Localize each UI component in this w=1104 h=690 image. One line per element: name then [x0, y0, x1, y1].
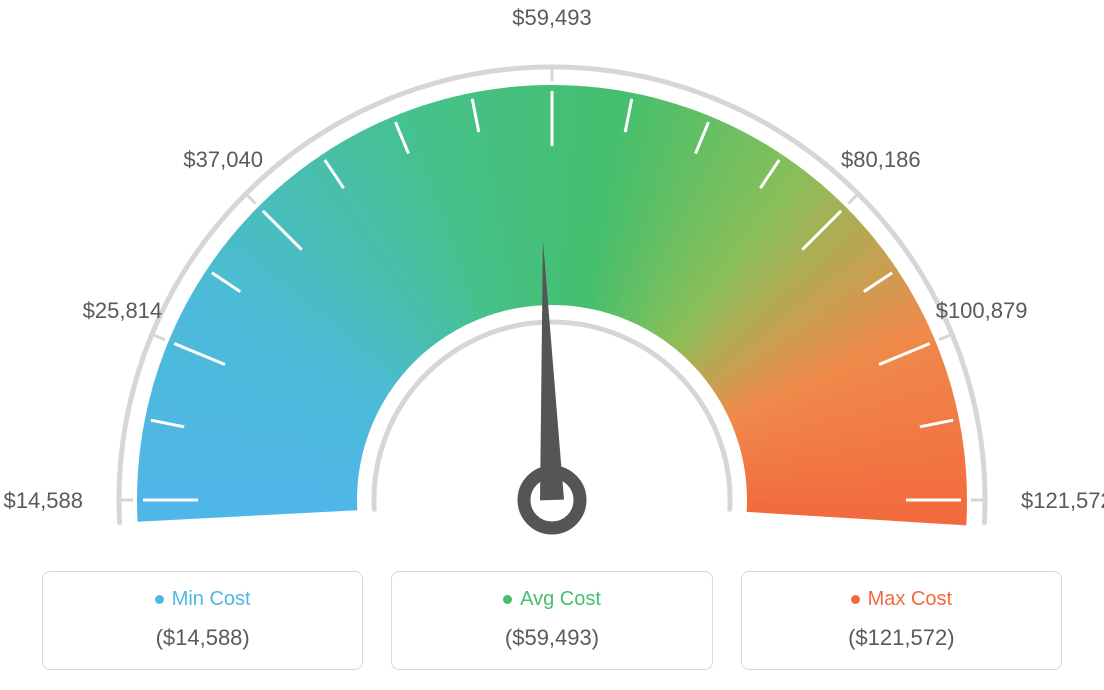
gauge-tick-label: $37,040	[168, 147, 278, 173]
gauge-tick-label: $100,879	[922, 298, 1042, 324]
gauge-area: $14,588 $25,814 $37,040 $59,493 $80,186 $100,…	[0, 0, 1104, 540]
gauge-tick-label: $121,572	[1021, 488, 1104, 514]
gauge-tick-label: $25,814	[67, 298, 177, 324]
legend-label-min: Min Cost	[172, 588, 251, 611]
gauge-chart-container: $14,588 $25,814 $37,040 $59,493 $80,186 $100,…	[0, 0, 1104, 690]
legend-card-avg: Avg Cost ($59,493)	[391, 571, 712, 670]
gauge-tick-label: $59,493	[497, 5, 607, 31]
legend-row: Min Cost ($14,588) Avg Cost ($59,493) Ma…	[0, 571, 1104, 670]
legend-title-max: Max Cost	[752, 588, 1051, 611]
legend-dot-min	[155, 595, 164, 604]
legend-label-avg: Avg Cost	[520, 588, 601, 611]
legend-title-min: Min Cost	[53, 588, 352, 611]
legend-dot-avg	[503, 595, 512, 604]
legend-card-max: Max Cost ($121,572)	[741, 571, 1062, 670]
legend-dot-max	[851, 595, 860, 604]
legend-label-max: Max Cost	[868, 588, 952, 611]
gauge-svg	[0, 0, 1104, 560]
legend-value-max: ($121,572)	[752, 625, 1051, 651]
legend-card-min: Min Cost ($14,588)	[42, 571, 363, 670]
gauge-tick-label: $80,186	[821, 147, 941, 173]
legend-value-min: ($14,588)	[53, 625, 352, 651]
legend-title-avg: Avg Cost	[402, 588, 701, 611]
gauge-tick-label: $14,588	[0, 488, 83, 514]
legend-value-avg: ($59,493)	[402, 625, 701, 651]
